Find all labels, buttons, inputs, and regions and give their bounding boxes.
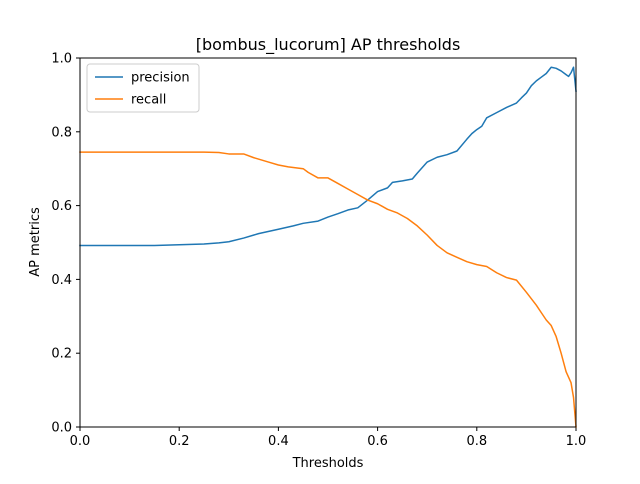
y-tick-label: 0.6 [51,199,72,214]
x-tick-label: 0.0 [70,434,91,449]
x-tick-label: 1.0 [566,434,587,449]
legend-box [86,63,200,113]
legend: precision recall [86,63,200,113]
x-tick-label: 0.6 [367,434,388,449]
x-tick-label: 0.2 [169,434,190,449]
legend-label-recall: recall [131,93,166,108]
x-tick-label: 0.8 [466,434,487,449]
y-tick-label: 0.4 [51,273,72,288]
y-tick-label: 0.2 [51,347,72,362]
axis-ticks: 0.0 0.2 0.4 0.6 0.8 1.0 0.0 0.2 0.4 0.6 0.8 1.0 [51,52,586,450]
recall-line [79,151,577,428]
plot-frame [79,57,577,428]
y-tick-label: 0.0 [51,421,72,436]
y-axis-label: AP metrics [28,207,43,277]
y-tick-label: 0.8 [51,125,72,140]
x-axis-label: Thresholds [292,456,364,471]
plot-lines [79,66,577,428]
legend-label-precision: precision [131,71,190,86]
precision-line [79,66,577,247]
chart-title: [bombus_lucorum] AP thresholds [196,35,461,55]
x-tick-label: 0.4 [268,434,289,449]
y-tick-label: 1.0 [51,52,72,67]
